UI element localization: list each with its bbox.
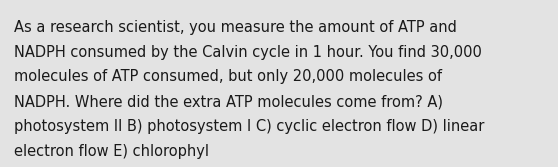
Text: As a research scientist, you measure the amount of ATP and: As a research scientist, you measure the…: [14, 20, 457, 35]
Text: electron flow E) chlorophyl: electron flow E) chlorophyl: [14, 144, 209, 159]
Text: photosystem II B) photosystem I C) cyclic electron flow D) linear: photosystem II B) photosystem I C) cycli…: [14, 119, 484, 134]
Text: NADPH consumed by the Calvin cycle in 1 hour. You find 30,000: NADPH consumed by the Calvin cycle in 1 …: [14, 45, 482, 60]
Text: NADPH. Where did the extra ATP molecules come from? A): NADPH. Where did the extra ATP molecules…: [14, 94, 443, 109]
Text: molecules of ATP consumed, but only 20,000 molecules of: molecules of ATP consumed, but only 20,0…: [14, 69, 442, 85]
